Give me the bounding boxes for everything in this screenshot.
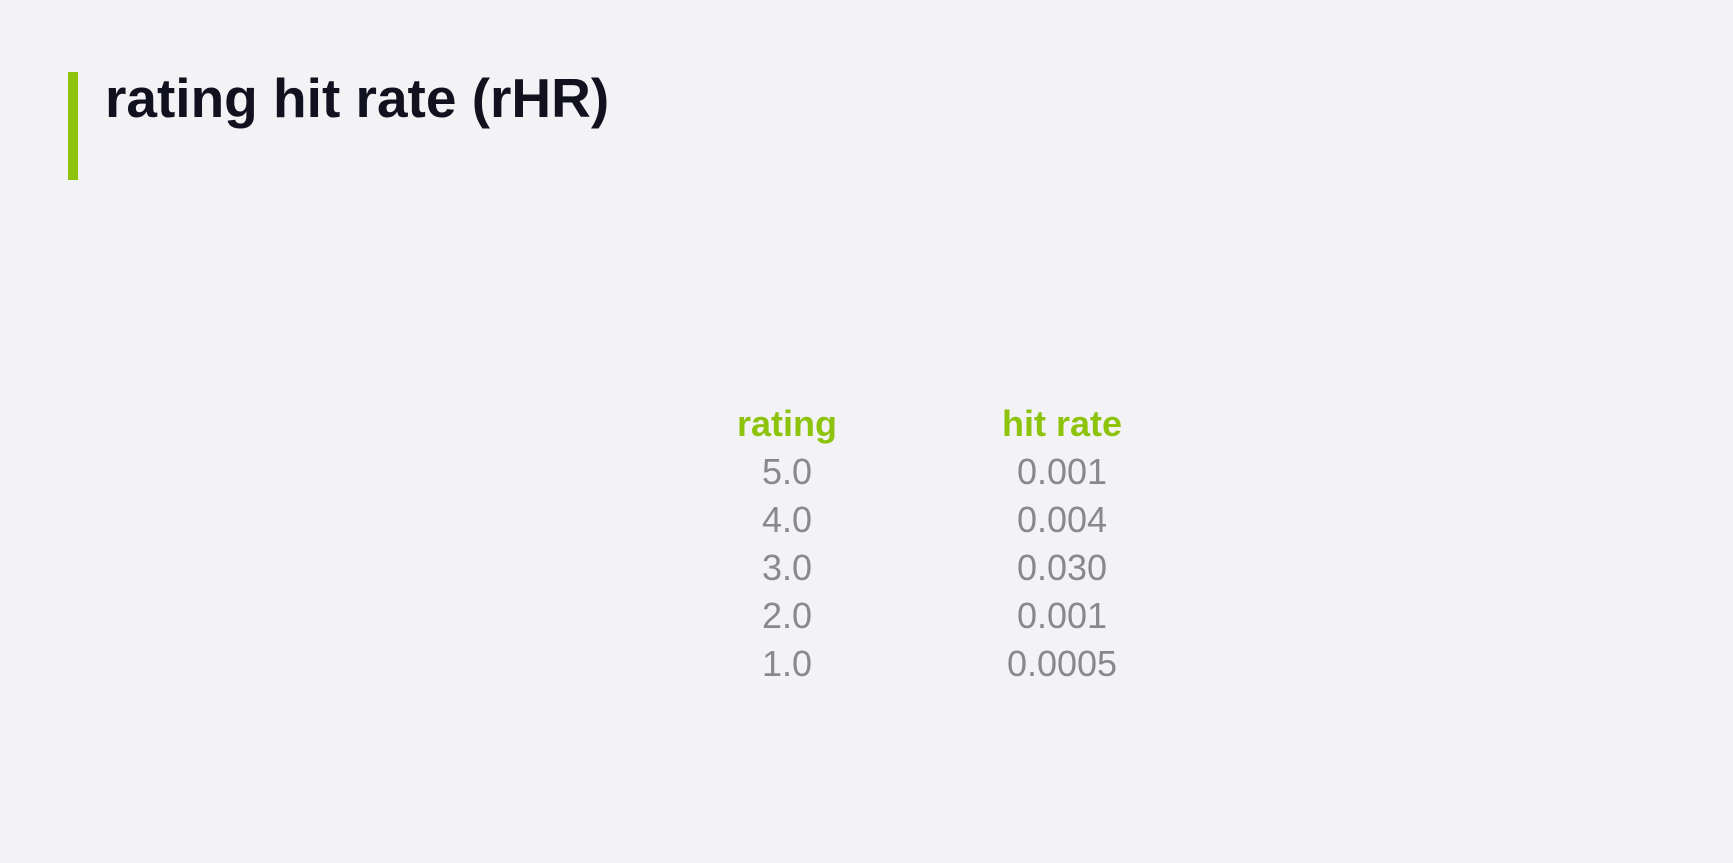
title-accent-bar: [68, 72, 78, 180]
rating-cell: 1.0: [761, 643, 813, 684]
table-row: 2.0 0.001: [687, 592, 1237, 640]
rating-hit-rate-table: rating hit rate 5.0 0.001 4.0 0.004 3.0 …: [687, 400, 1237, 688]
table-header-row: rating hit rate: [687, 400, 1237, 448]
hit-rate-cell: 0.001: [1016, 451, 1108, 492]
column-header-hit-rate: hit rate: [1001, 403, 1123, 444]
hit-rate-cell: 0.0005: [1006, 643, 1118, 684]
table-row: 4.0 0.004: [687, 496, 1237, 544]
rating-cell: 4.0: [761, 499, 813, 540]
rating-cell: 5.0: [761, 451, 813, 492]
table-row: 1.0 0.0005: [687, 640, 1237, 688]
hit-rate-cell: 0.030: [1016, 547, 1108, 588]
rating-cell: 2.0: [761, 595, 813, 636]
slide-title: rating hit rate (rHR): [105, 67, 610, 129]
rating-cell: 3.0: [761, 547, 813, 588]
table-row: 5.0 0.001: [687, 448, 1237, 496]
hit-rate-cell: 0.001: [1016, 595, 1108, 636]
column-header-rating: rating: [736, 403, 837, 444]
hit-rate-cell: 0.004: [1016, 499, 1108, 540]
table-row: 3.0 0.030: [687, 544, 1237, 592]
